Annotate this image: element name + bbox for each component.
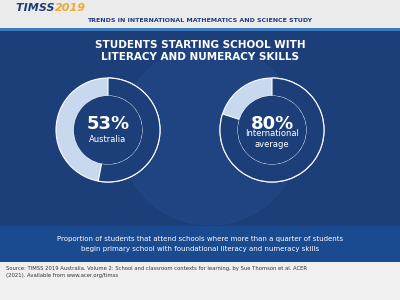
FancyBboxPatch shape xyxy=(0,262,400,300)
Circle shape xyxy=(74,97,142,164)
Text: 53%: 53% xyxy=(86,115,130,133)
Text: TIMSS: TIMSS xyxy=(16,3,58,13)
Text: International
average: International average xyxy=(245,129,299,149)
Wedge shape xyxy=(220,78,324,182)
FancyBboxPatch shape xyxy=(0,0,400,28)
Text: Australia: Australia xyxy=(89,134,127,143)
FancyBboxPatch shape xyxy=(0,28,400,31)
Circle shape xyxy=(120,45,300,225)
Wedge shape xyxy=(98,78,160,182)
Wedge shape xyxy=(56,78,160,182)
FancyBboxPatch shape xyxy=(0,0,400,226)
Text: TRENDS IN INTERNATIONAL MATHEMATICS AND SCIENCE STUDY: TRENDS IN INTERNATIONAL MATHEMATICS AND … xyxy=(88,19,312,23)
Text: Source: TIMSS 2019 Australia. Volume 2: School and classroom contexts for learni: Source: TIMSS 2019 Australia. Volume 2: … xyxy=(6,266,307,278)
Wedge shape xyxy=(220,78,324,182)
Circle shape xyxy=(238,97,306,164)
FancyBboxPatch shape xyxy=(0,226,400,262)
Text: STUDENTS STARTING SCHOOL WITH: STUDENTS STARTING SCHOOL WITH xyxy=(95,40,305,50)
Text: 80%: 80% xyxy=(250,115,294,133)
Text: 2019: 2019 xyxy=(55,3,86,13)
Text: Proportion of students that attend schools where more than a quarter of students: Proportion of students that attend schoo… xyxy=(57,236,343,251)
Text: LITERACY AND NUMERACY SKILLS: LITERACY AND NUMERACY SKILLS xyxy=(101,52,299,62)
